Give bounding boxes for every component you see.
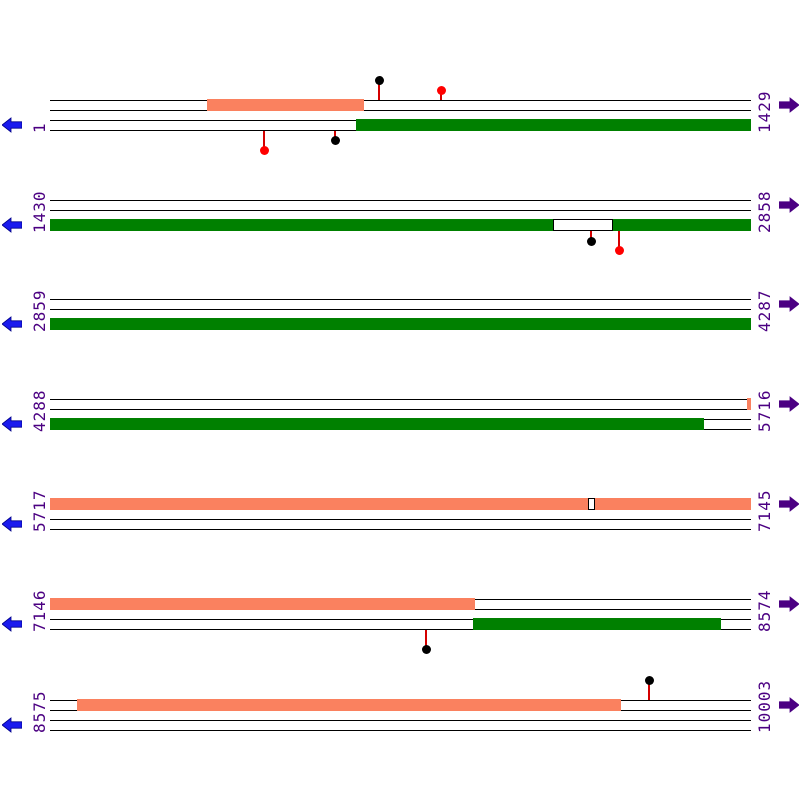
feature-gap-box [553, 219, 613, 231]
strand-line [50, 210, 751, 211]
row-end-coordinate: 5716 [755, 389, 774, 432]
strand-line [50, 299, 751, 300]
strand-line [50, 720, 751, 721]
left-arrow-icon [1, 717, 23, 733]
right-arrow-icon [778, 496, 800, 512]
left-arrow-icon [1, 316, 23, 332]
row-start-coordinate: 1 [30, 122, 49, 133]
left-arrow-icon [1, 416, 23, 432]
right-arrow-icon [778, 596, 800, 612]
strand-line [50, 200, 751, 201]
left-arrow-icon [1, 516, 23, 532]
strand-line [50, 529, 751, 530]
row-start-coordinate: 5717 [30, 489, 49, 532]
strand-line [50, 519, 751, 520]
reverse-feature-bar [50, 219, 751, 231]
left-arrow-icon [1, 616, 23, 632]
marker-dot-black [374, 75, 384, 85]
row-start-coordinate: 8575 [30, 690, 49, 733]
strand-line [50, 110, 751, 111]
row-start-coordinate: 4288 [30, 389, 49, 432]
forward-feature-bar [77, 699, 621, 711]
reverse-feature-bar [50, 318, 751, 330]
strand-line [50, 309, 751, 310]
strand-line [50, 409, 751, 410]
row-start-coordinate: 1430 [30, 190, 49, 233]
row-start-coordinate: 2859 [30, 289, 49, 332]
strand-line [50, 399, 751, 400]
marker-dot-black [421, 644, 431, 654]
right-arrow-icon [778, 296, 800, 312]
right-arrow-icon [778, 197, 800, 213]
strand-line [50, 100, 751, 101]
marker-dot-black [586, 236, 596, 246]
row-end-coordinate: 7145 [755, 489, 774, 532]
forward-feature-bar [747, 398, 751, 410]
row-end-coordinate: 2858 [755, 190, 774, 233]
right-arrow-icon [778, 97, 800, 113]
strand-line [50, 730, 751, 731]
marker-stem [648, 680, 650, 700]
marker-dot-black [644, 675, 654, 685]
marker-stem [425, 630, 427, 649]
forward-feature-bar [50, 598, 475, 610]
row-end-coordinate: 8574 [755, 589, 774, 632]
marker-stem [590, 231, 592, 241]
reverse-feature-bar [50, 418, 704, 430]
marker-dot-red [436, 85, 446, 95]
reverse-feature-bar [473, 618, 721, 630]
marker-stem [263, 131, 265, 150]
feature-gap-box [588, 498, 595, 510]
marker-dot-black [330, 135, 340, 145]
right-arrow-icon [778, 697, 800, 713]
row-end-coordinate: 1429 [755, 90, 774, 133]
reverse-feature-bar [356, 119, 751, 131]
marker-stem [618, 231, 620, 250]
left-arrow-icon [1, 217, 23, 233]
row-end-coordinate: 10003 [755, 679, 774, 733]
right-arrow-icon [778, 396, 800, 412]
marker-stem [378, 80, 380, 100]
row-start-coordinate: 7146 [30, 589, 49, 632]
marker-dot-red [614, 245, 624, 255]
marker-stem [440, 90, 442, 100]
forward-feature-bar [207, 99, 364, 111]
strand-line [50, 629, 751, 630]
left-arrow-icon [1, 117, 23, 133]
marker-dot-red [259, 145, 269, 155]
strand-line [50, 619, 751, 620]
forward-feature-bar [50, 498, 751, 510]
row-end-coordinate: 4287 [755, 289, 774, 332]
